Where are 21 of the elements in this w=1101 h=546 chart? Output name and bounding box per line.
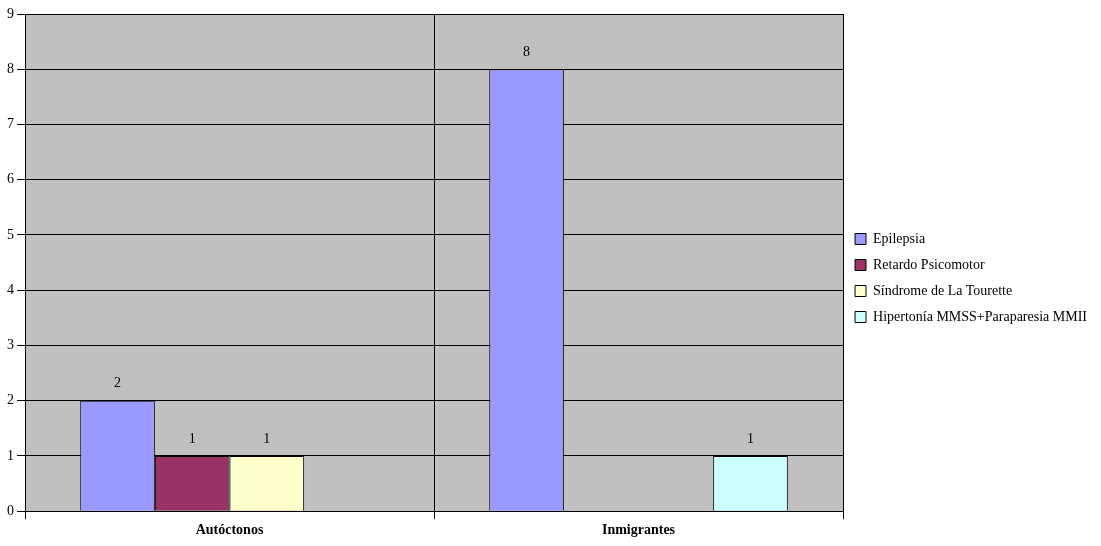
y-tick-label: 1 — [7, 447, 14, 463]
x-tick-label: Inmigrantes — [601, 522, 676, 538]
y-tick-label: 7 — [7, 116, 14, 132]
y-tick-label: 9 — [7, 5, 14, 21]
legend-label: Síndrome de La Tourette — [873, 282, 1013, 298]
legend-label: Retardo Psicomotor — [873, 256, 985, 272]
y-tick-label: 0 — [7, 502, 14, 518]
data-label: 8 — [523, 43, 531, 59]
data-label: 1 — [188, 430, 196, 446]
legend-label: Hipertonía MMSS+Paraparesia MMII — [873, 308, 1088, 324]
data-label: 2 — [114, 375, 122, 391]
y-tick-label: 4 — [7, 281, 14, 297]
y-tick-label: 8 — [7, 60, 14, 76]
y-tick-label: 3 — [7, 337, 14, 353]
x-tick-label: Autóctonos — [195, 522, 264, 538]
y-tick-label: 2 — [7, 392, 14, 408]
y-tick-label: 5 — [7, 226, 14, 242]
legend-label: Epilepsia — [873, 230, 926, 246]
data-label: 1 — [263, 430, 271, 446]
y-tick-label: 6 — [7, 171, 14, 187]
data-label: 1 — [746, 430, 754, 446]
